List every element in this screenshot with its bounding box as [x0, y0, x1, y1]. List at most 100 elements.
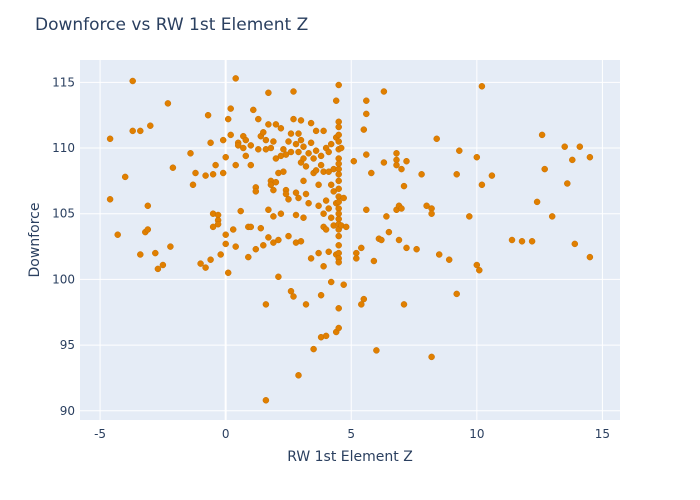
data-point [245, 253, 252, 261]
data-point [315, 202, 322, 210]
data-point [315, 249, 322, 257]
data-point [456, 147, 463, 154]
y-axis-title: Downforce [27, 203, 43, 278]
data-point [265, 206, 272, 214]
data-points [106, 75, 594, 404]
data-point [350, 157, 358, 165]
data-point [586, 253, 594, 261]
data-point [312, 147, 320, 154]
data-point [270, 138, 277, 145]
data-point [403, 157, 410, 165]
data-point [272, 178, 280, 186]
data-point [137, 251, 144, 258]
gridlines [80, 60, 620, 420]
data-point [300, 177, 307, 185]
data-point [222, 231, 229, 238]
data-point [302, 163, 310, 170]
data-point [317, 291, 325, 299]
data-point [300, 143, 307, 150]
data-point [219, 136, 227, 144]
data-point [310, 155, 317, 162]
data-point [167, 243, 174, 250]
data-point [222, 153, 229, 161]
data-point [285, 232, 292, 240]
data-point [307, 119, 315, 127]
data-point [335, 324, 342, 332]
data-point [327, 278, 335, 286]
data-point [541, 165, 548, 173]
data-point [478, 83, 486, 90]
data-point [234, 142, 242, 149]
y-tick-label: 105 [52, 207, 75, 221]
data-point [508, 236, 516, 244]
data-point [262, 397, 270, 404]
data-point [282, 151, 290, 158]
data-point [275, 273, 282, 281]
data-point [227, 131, 234, 139]
data-point [305, 199, 312, 207]
data-point [586, 153, 594, 161]
data-point [335, 259, 342, 266]
data-point [277, 210, 285, 217]
data-point [209, 223, 217, 231]
data-point [322, 197, 330, 204]
data-point [292, 189, 300, 196]
data-point [360, 126, 368, 133]
data-point [533, 198, 541, 206]
data-point [229, 226, 237, 233]
data-point [428, 210, 435, 217]
data-point [320, 263, 327, 270]
data-point [335, 138, 342, 145]
data-point [232, 243, 239, 250]
data-point [219, 169, 227, 177]
data-point [222, 240, 229, 248]
data-point [297, 117, 305, 124]
data-point [272, 155, 280, 162]
x-tick-label: 15 [595, 427, 610, 441]
data-point [327, 214, 335, 221]
data-point [571, 240, 579, 248]
data-point [400, 182, 408, 190]
data-point [280, 168, 287, 175]
data-point [310, 345, 317, 353]
data-point [242, 152, 250, 160]
data-point [453, 171, 460, 178]
data-point [548, 213, 556, 220]
data-point [240, 144, 247, 152]
chart-title: Downforce vs RW 1st Element Z [35, 15, 308, 35]
data-point [255, 146, 262, 153]
data-point [295, 372, 302, 379]
data-point [428, 353, 435, 361]
data-point [453, 290, 460, 298]
data-point [280, 146, 287, 153]
data-point [287, 148, 295, 156]
data-point [252, 188, 260, 195]
data-point [292, 140, 300, 148]
data-point [358, 301, 365, 308]
data-point [295, 194, 302, 202]
data-point [297, 136, 305, 144]
data-point [335, 171, 342, 178]
data-point [307, 255, 315, 262]
x-tick-label: 10 [469, 427, 484, 441]
data-point [330, 188, 337, 195]
data-point [189, 181, 197, 189]
data-point [262, 136, 270, 144]
data-point [247, 223, 255, 231]
data-point [476, 266, 483, 274]
data-point [335, 198, 342, 206]
data-point [445, 256, 453, 263]
data-point [224, 269, 232, 277]
data-point [335, 123, 342, 131]
data-point [265, 234, 272, 241]
data-point [335, 305, 342, 312]
data-point [325, 148, 332, 156]
data-point [322, 226, 330, 233]
data-point [164, 100, 172, 107]
data-point [300, 155, 307, 162]
data-point [569, 156, 576, 164]
data-point [277, 125, 285, 132]
data-point [237, 207, 244, 215]
y-tick-label: 95 [60, 338, 75, 352]
data-point [325, 205, 332, 212]
